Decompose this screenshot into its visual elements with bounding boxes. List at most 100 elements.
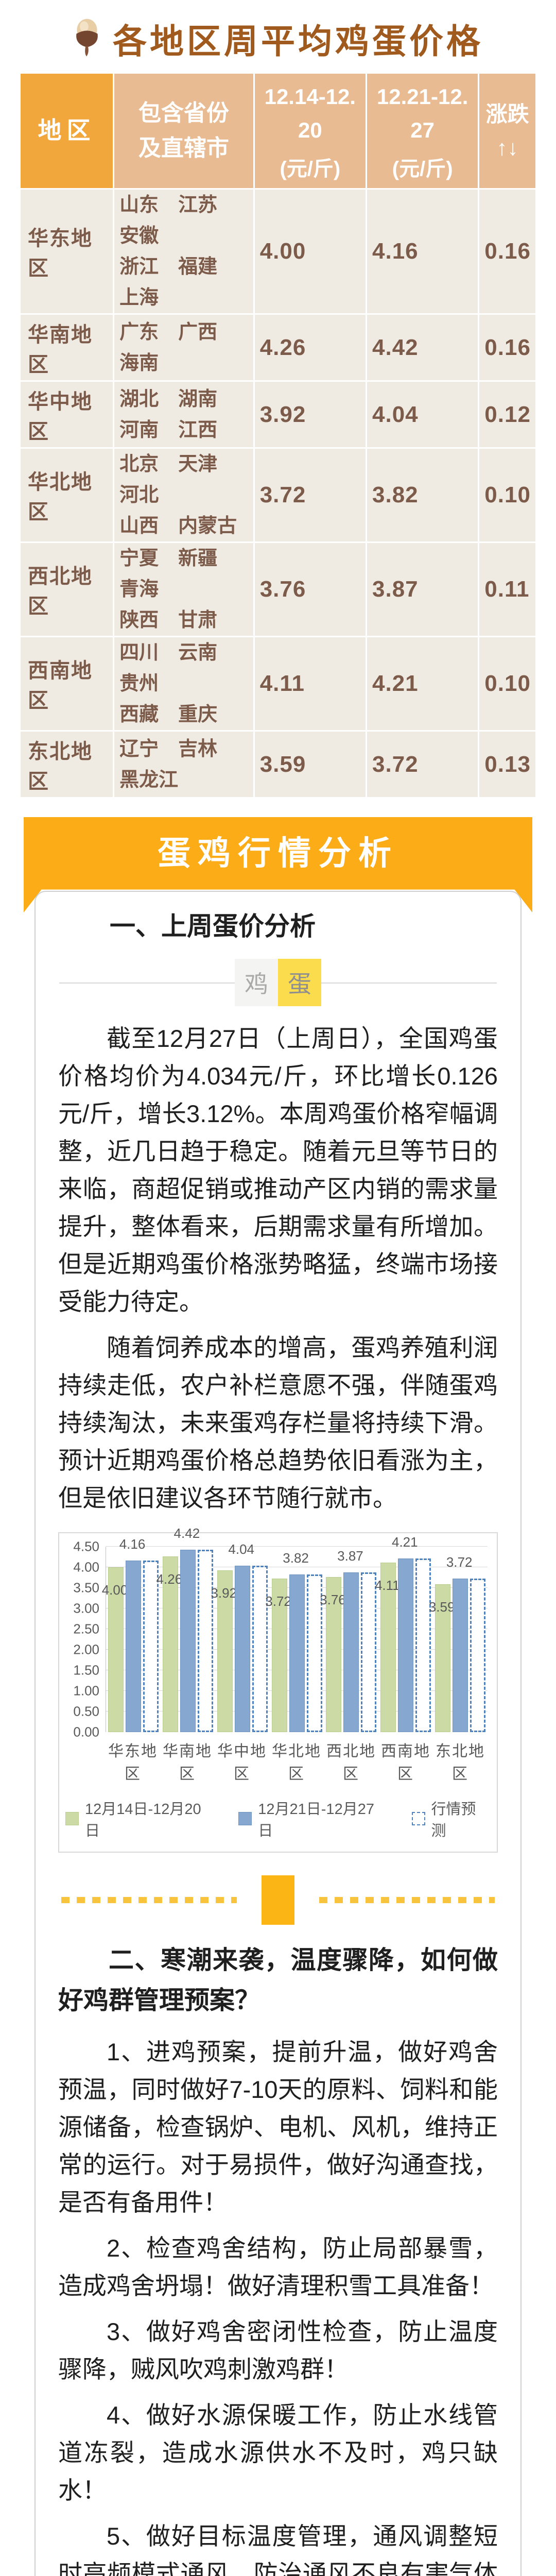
change-cell: 0.10 [479,637,535,730]
plan-item-1: 1、进鸡预案，提前升温，做好鸡舍预温，同时做好7-10天的原料、饲料和能源储备，… [58,2038,498,2216]
bar-group-华东地区: 4.00 4.16 [102,1536,161,1732]
egg-tag-right: 蛋 [278,959,321,1006]
bar-series1 [453,1579,468,1732]
value-label: 4.42 [173,1526,200,1541]
change-cell: 0.16 [479,190,535,313]
change-cell: 0.10 [479,449,535,541]
bar-series1 [398,1558,414,1732]
table-row: 华东地区 山东 江苏 安徽 浙江 福建 上海 4.00 4.16 0.16 [21,190,535,313]
y-tick-label: 2.00 [73,1641,99,1657]
chart-plot-area: 4.00 4.16 4.26 4.42 3.92 4.04 3.72 3.82 3.76 3.87… [102,1526,488,1732]
bar-series0 [271,1579,287,1732]
gridline [106,1546,488,1547]
value-label: 3.72 [446,1554,473,1570]
change-cell: 0.12 [479,382,535,447]
x-category-label: 华北地区 [272,1743,321,1783]
page-title: 各地区周平均鸡蛋价格 [0,0,556,66]
banner-label: 蛋鸡行情分析 [158,835,398,872]
bar-series2 [197,1550,213,1732]
value-label: 3.72 [265,1594,291,1609]
bar-group-华中地区: 3.92 4.04 [211,1541,270,1732]
bar-series2 [415,1558,431,1732]
egg-tag-left: 鸡 [235,959,278,1006]
column-unit: (元/斤) [392,158,453,181]
yellow-divider [61,1875,495,1925]
bar-series2 [470,1579,486,1732]
section1-heading: 一、上周蛋价分析 [110,912,316,941]
y-tick-label: 4.50 [73,1538,99,1554]
bar-series0 [380,1563,396,1732]
provinces-cell: 湖北 湖南 河南 江西 [114,382,253,447]
week2-price-cell: 4.21 [367,637,478,730]
legend-label: 行情预测 [431,1801,476,1839]
legend-label: 12月21日-12月27日 [258,1801,374,1839]
legend-item-0: 12月14日-12月20日 [65,1797,210,1840]
bar-series1 [289,1574,305,1732]
x-category-label: 西北地区 [326,1743,376,1783]
x-category-label: 西南地区 [381,1743,430,1783]
bar-series2 [252,1565,268,1732]
change-cell: 0.16 [479,315,535,380]
value-label: 4.26 [156,1571,183,1587]
week2-price-cell: 3.87 [367,543,478,636]
column-header-3: 12.21-12.27 (元/斤) [367,74,478,188]
value-label: 4.11 [374,1578,400,1594]
value-label: 4.21 [391,1534,418,1550]
legend-label: 12月14日-12月20日 [85,1801,201,1839]
provinces-cell: 北京 天津 河北 山西 内蒙古 [114,449,253,541]
yellow-dash-left [61,1897,237,1903]
bar-series1 [180,1550,196,1732]
bar-series0 [326,1577,342,1732]
provinces-cell: 山东 江苏 安徽 浙江 福建 上海 [114,190,253,313]
analysis-paragraph-2: 随着饲养成本的增高，蛋鸡养殖利润持续走低，农户补栏意愿不强，伴随蛋鸡持续淘汰，未… [58,1334,498,1512]
page-title-text: 各地区周平均鸡蛋价格 [113,22,483,60]
week2-price-cell: 3.72 [367,732,478,797]
bar-series2 [143,1561,159,1732]
x-category-label: 东北地区 [436,1743,485,1783]
bar-group-西南地区: 4.11 4.21 [374,1534,433,1732]
y-tick-label: 2.50 [73,1621,99,1637]
week2-price-cell: 4.04 [367,382,478,447]
section2-items: 1、进鸡预案，提前升温，做好鸡舍预温，同时做好7-10天的原料、饲料和能源储备，… [58,2033,498,2576]
region-cell: 华北地区 [21,449,113,541]
week1-price-cell: 4.26 [254,315,366,380]
y-tick-label: 0.00 [73,1724,99,1740]
plan-item-2: 2、检查鸡舍结构，防止局部暴雪，造成鸡舍坍塌！做好清理积雪工具准备！ [58,2234,498,2299]
legend-swatch [65,1812,79,1825]
value-label: 4.16 [119,1536,146,1552]
value-label: 4.00 [101,1582,128,1598]
table-row: 华南地区 广东 广西 海南 4.26 4.42 0.16 [21,315,535,380]
week2-price-cell: 4.16 [367,190,478,313]
egg-price-table-header: 地区 包含省份 及直辖市 12.14-12.20 (元/斤) 12.21-12.27 (元… [21,74,535,188]
egg-tag: 鸡 蛋 [235,959,321,1006]
week1-price-cell: 3.92 [254,382,366,447]
column-header-0: 地区 [21,74,113,188]
content-card: 一、上周蛋价分析 鸡 蛋 截至12月27日（上周日），全国鸡蛋价格均价为4.03… [34,891,522,2576]
bar-group-华南地区: 4.26 4.42 [157,1526,215,1732]
value-label: 3.87 [337,1548,363,1564]
provinces-cell: 宁夏 新疆 青海 陕西 甘肃 [114,543,253,636]
legend-swatch [238,1812,252,1825]
bar-series1 [343,1572,359,1732]
bar-group-东北地区: 3.59 3.72 [429,1547,488,1732]
value-label: 3.76 [320,1592,346,1608]
y-tick-label: 1.50 [73,1662,99,1678]
table-row: 西南地区 四川 云南 贵州 西藏 重庆 4.11 4.21 0.10 [21,637,535,730]
section1-paragraphs: 截至12月27日（上周日），全国鸡蛋价格均价为4.034元/斤，环比增长0.12… [58,1020,498,1517]
value-label: 3.59 [428,1599,455,1615]
column-header-4: 涨跌 ↑↓ [479,74,535,188]
bar-series0 [162,1556,178,1732]
week2-price-cell: 4.42 [367,315,478,380]
region-cell: 西北地区 [21,543,113,636]
y-tick-label: 3.50 [73,1580,99,1596]
week2-price-cell: 3.82 [367,449,478,541]
plan-item-4: 4、做好水源保暖工作，防止水线管道冻裂，造成水源供水不及时，鸡只缺水！ [58,2401,498,2504]
legend-swatch [411,1812,425,1825]
bar-group-华北地区: 3.72 3.82 [265,1547,324,1732]
region-cell: 华南地区 [21,315,113,380]
x-category-label: 华中地区 [217,1743,267,1783]
change-cell: 0.11 [479,543,535,636]
bar-series0 [108,1567,124,1732]
week1-price-cell: 3.59 [254,732,366,797]
week1-price-cell: 3.76 [254,543,366,636]
